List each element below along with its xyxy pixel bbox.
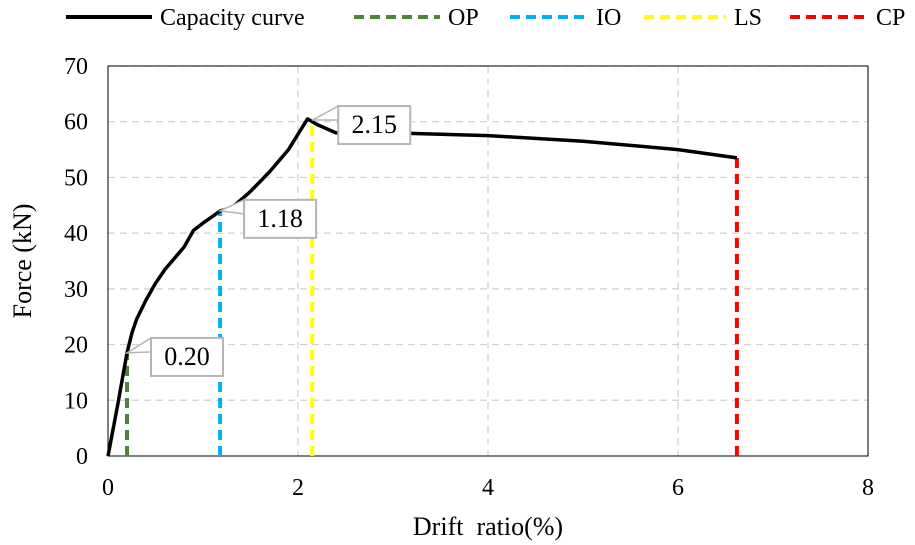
x-tick-label: 4 xyxy=(482,475,494,501)
y-tick-label: 30 xyxy=(64,277,88,303)
y-tick-label: 0 xyxy=(76,444,88,470)
x-tick-label: 2 xyxy=(292,475,304,501)
legend-label: LS xyxy=(734,5,762,31)
legend-item-io: IO xyxy=(510,5,621,31)
legend-item-ls: LS xyxy=(644,5,762,31)
legend: Capacity curve OP IO LS CP xyxy=(66,5,905,31)
y-tick-label: 10 xyxy=(64,388,88,414)
legend-label: CP xyxy=(876,5,905,31)
y-tick-label: 50 xyxy=(64,165,88,191)
annotation-callout: 2.15 xyxy=(311,104,412,146)
legend-label: OP xyxy=(448,5,479,31)
legend-item-op: OP xyxy=(354,5,479,31)
x-tick-label: 6 xyxy=(672,475,684,501)
annotations: 0.20 1.18 2.15 xyxy=(124,104,412,377)
annotation-label: 2.15 xyxy=(352,110,398,139)
legend-label: Capacity curve xyxy=(160,5,305,31)
annotation-label: 1.18 xyxy=(257,204,303,233)
y-tick-label: 20 xyxy=(64,333,88,359)
performance-level-lines xyxy=(125,120,739,456)
legend-item-capacity-curve: Capacity curve xyxy=(66,5,305,31)
annotation-callout: 1.18 xyxy=(217,198,318,239)
plot-frame xyxy=(107,65,869,457)
annotation-label: 0.20 xyxy=(164,342,210,371)
x-tick-label: 8 xyxy=(862,475,874,501)
x-tick-label: 0 xyxy=(102,475,114,501)
annotation-callout: 0.20 xyxy=(124,336,224,377)
legend-label: IO xyxy=(596,5,621,31)
tick-labels: 0 10 20 30 40 50 60 70 0 2 4 6 8 xyxy=(64,54,874,501)
y-tick-label: 40 xyxy=(64,221,88,247)
y-tick-label: 70 xyxy=(64,54,88,80)
y-axis-label: Force (kN) xyxy=(8,204,37,319)
x-axis-label: Drift ratio(%) xyxy=(413,512,563,541)
legend-item-cp: CP xyxy=(790,5,905,31)
y-tick-label: 60 xyxy=(64,110,88,136)
